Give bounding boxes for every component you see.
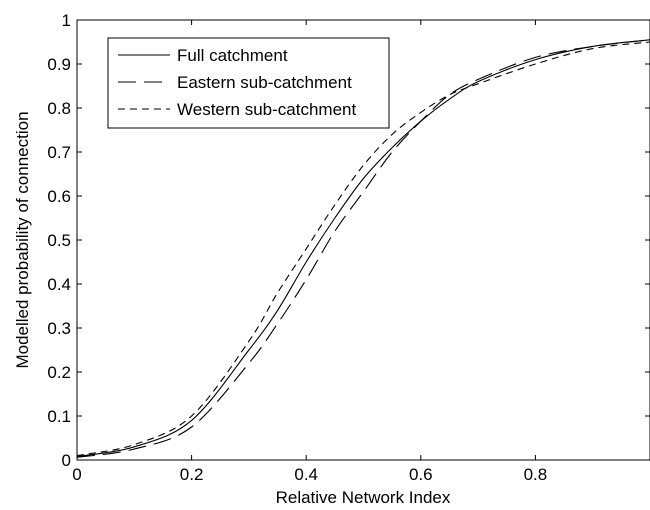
x-tick-label-0: 0	[72, 465, 81, 484]
legend-label-1: Eastern sub-catchment	[177, 73, 352, 92]
x-tick-label-3: 0.6	[409, 465, 433, 484]
y-tick-label-4: 0.4	[47, 275, 71, 294]
y-tick-label-9: 0.9	[47, 55, 71, 74]
x-tick-label-2: 0.4	[294, 465, 318, 484]
legend-label-2: Western sub-catchment	[177, 100, 356, 119]
y-tick-label-6: 0.6	[47, 187, 71, 206]
y-tick-label-0: 0	[62, 451, 71, 470]
series-line-0	[76, 39, 650, 458]
y-tick-label-8: 0.8	[47, 99, 71, 118]
y-tick-label-1: 0.1	[47, 407, 71, 426]
y-tick-label-10: 1	[62, 11, 71, 30]
series-line-2	[76, 41, 650, 457]
x-tick-label-4: 0.8	[524, 465, 548, 484]
legend-label-0: Full catchment	[177, 46, 288, 65]
y-tick-label-3: 0.3	[47, 319, 71, 338]
series-line-1	[76, 39, 650, 458]
x-axis-label: Relative Network Index	[276, 488, 451, 507]
x-tick-label-1: 0.2	[180, 465, 204, 484]
series-layer	[76, 39, 650, 458]
legend: Full catchment Eastern sub-catchment Weste…	[107, 37, 390, 129]
y-tick-label-2: 0.2	[47, 363, 71, 382]
legend-box	[107, 37, 390, 129]
y-tick-label-5: 0.5	[47, 231, 71, 250]
ticks-layer: 0 0.2 0.4 0.6 0.8 0 0.1 0.2 0.3 0.4 0.5 0.6 0.7 0.8 0.…	[47, 11, 650, 484]
y-tick-label-7: 0.7	[47, 143, 71, 162]
y-axis-label: Modelled probability of connection	[13, 111, 32, 368]
